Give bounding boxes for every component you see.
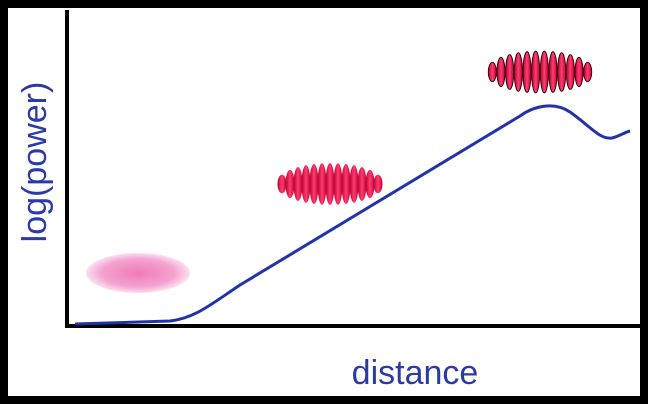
bunch-slice bbox=[349, 165, 359, 203]
electron-bunch-microbunched bbox=[487, 50, 593, 94]
bunch-slice bbox=[583, 61, 593, 83]
bunch-slice bbox=[505, 54, 515, 90]
bunch-slice bbox=[531, 50, 541, 94]
bunch-slice bbox=[557, 52, 567, 92]
bunch-slice bbox=[317, 163, 327, 205]
bunch-slice bbox=[373, 174, 383, 194]
bunch-slice bbox=[565, 54, 575, 90]
bunch-slice bbox=[277, 174, 287, 194]
bunch-slice bbox=[309, 163, 319, 205]
bunch-slice bbox=[548, 51, 558, 93]
bunch-slice bbox=[496, 56, 506, 88]
bunch-slice bbox=[539, 50, 549, 94]
bunch-slice bbox=[513, 52, 523, 92]
bunch-slice bbox=[487, 61, 497, 83]
x-axis-label: distance bbox=[352, 354, 479, 392]
power-curve bbox=[74, 104, 631, 326]
electron-bunch-partial bbox=[277, 163, 383, 205]
bunch-slice bbox=[357, 167, 367, 201]
electron-bunch-unbunched bbox=[86, 253, 190, 293]
bunch-slice bbox=[301, 165, 311, 203]
bunch-slice bbox=[574, 56, 584, 88]
bunch-slice bbox=[341, 163, 351, 205]
bunch-slice bbox=[325, 163, 335, 205]
bunch-slice bbox=[285, 169, 295, 199]
bunch-slice bbox=[293, 167, 303, 201]
bunch-slice bbox=[522, 51, 532, 93]
bunch-slice bbox=[333, 163, 343, 205]
bunch-slice bbox=[365, 169, 375, 199]
y-axis-label: log(power) bbox=[16, 82, 54, 243]
